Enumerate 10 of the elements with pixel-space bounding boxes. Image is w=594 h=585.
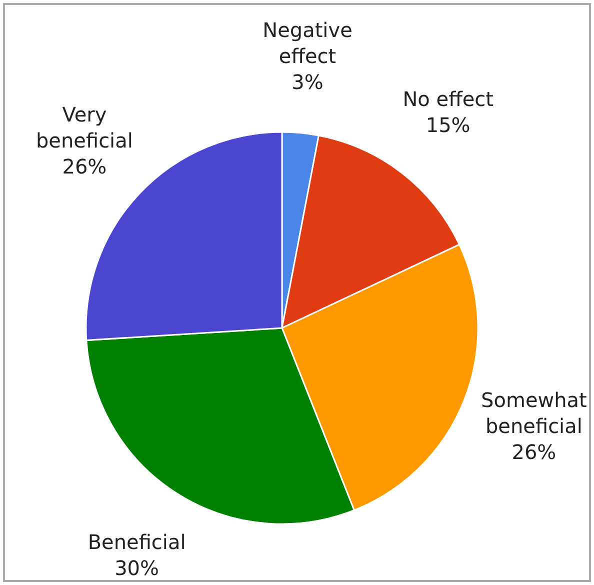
data-label: 3% — [292, 70, 324, 95]
slice-label: Somewhat beneficial — [481, 388, 588, 438]
data-label: 15% — [426, 113, 470, 138]
data-label: 30% — [114, 556, 160, 580]
slice-label: No effect — [402, 87, 494, 112]
data-label: 26% — [512, 440, 556, 464]
slice-label: Very beneficial — [36, 102, 133, 153]
data-label: 26% — [62, 154, 107, 179]
slice-label: Beneficial — [88, 530, 186, 554]
slice-label: Negative effect — [262, 18, 352, 69]
